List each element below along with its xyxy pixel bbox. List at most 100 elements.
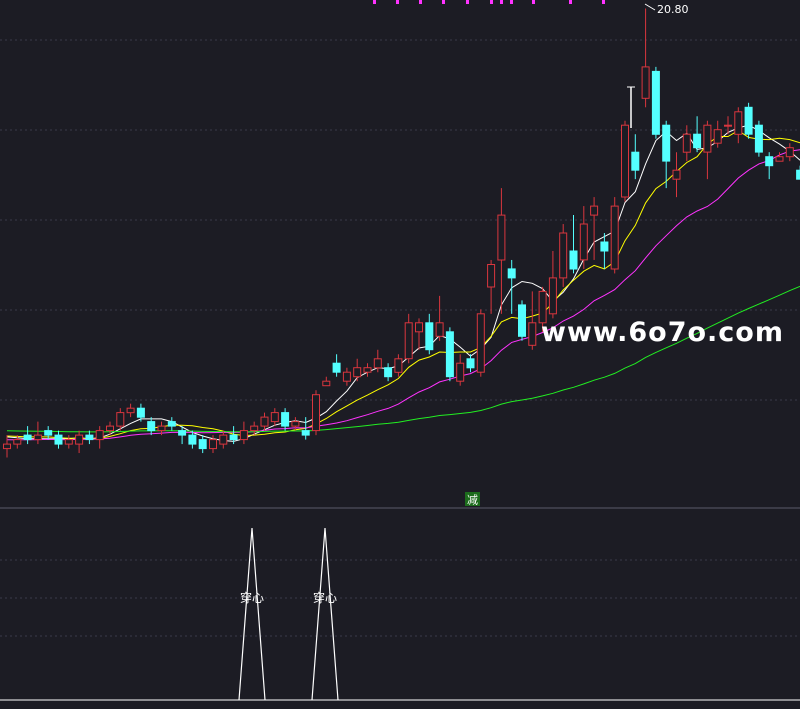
top-tick-mark <box>442 0 445 4</box>
candle <box>642 8 649 107</box>
candle-body <box>519 305 526 336</box>
watermark: www.6o7o.com <box>541 317 784 348</box>
ma20-line <box>7 150 800 440</box>
candle <box>76 431 83 453</box>
candle <box>714 121 721 148</box>
candle <box>395 354 402 376</box>
top-tick-mark <box>373 0 376 4</box>
candle-body <box>797 170 800 179</box>
top-tick-mark <box>510 0 513 4</box>
candle <box>632 134 639 179</box>
top-tick-mark <box>532 0 535 4</box>
candle <box>683 125 690 161</box>
signal-spike-line <box>239 528 265 700</box>
candle <box>323 377 330 386</box>
candle-body <box>45 431 52 436</box>
candle <box>477 309 484 376</box>
candle-body <box>416 323 423 332</box>
candle-body <box>168 422 175 427</box>
candle <box>168 417 175 430</box>
candle <box>426 314 433 354</box>
candle-body <box>86 435 93 440</box>
candle <box>96 426 103 448</box>
candle <box>55 431 62 449</box>
candle <box>199 435 206 453</box>
candle-body <box>508 269 515 278</box>
candle <box>24 426 31 444</box>
candle <box>333 354 340 376</box>
candle-body <box>467 359 474 368</box>
candle <box>755 121 762 157</box>
candle-body <box>385 368 392 377</box>
top-tick-marks <box>373 0 605 4</box>
candle-body <box>76 435 83 444</box>
candle-body <box>642 67 649 98</box>
signal-spike-label: 穿心 <box>240 590 264 605</box>
candle-body <box>405 323 412 359</box>
candle <box>292 417 299 430</box>
candle-body <box>14 440 21 445</box>
candle <box>549 251 556 318</box>
candle-body <box>776 157 783 162</box>
candle <box>86 431 93 444</box>
candle-body <box>251 426 258 431</box>
candle <box>673 152 680 197</box>
candle-body <box>477 314 484 372</box>
candle-body <box>735 112 742 135</box>
ma10-line <box>7 131 800 439</box>
signal-marker: 减 <box>465 492 480 507</box>
candle <box>271 408 278 426</box>
candle-body <box>107 426 114 431</box>
candle-body <box>148 422 155 431</box>
candle-body <box>622 125 629 197</box>
candle-body <box>24 435 31 440</box>
candle-body <box>457 363 464 381</box>
candle-body <box>436 323 443 337</box>
candle-body <box>580 224 587 260</box>
candle-body <box>694 134 701 148</box>
top-tick-mark <box>396 0 399 4</box>
candle-body <box>364 368 371 373</box>
candle-body <box>4 444 11 449</box>
candle <box>240 422 247 444</box>
candle <box>436 296 443 341</box>
candle-body <box>240 431 247 440</box>
candle <box>663 121 670 188</box>
signal-spike: 穿心 <box>312 528 338 700</box>
candle <box>4 435 11 457</box>
top-tick-mark <box>569 0 572 4</box>
candle <box>354 359 361 381</box>
candle-body <box>261 417 268 426</box>
candle <box>405 314 412 363</box>
candle-body <box>395 359 402 373</box>
candle <box>34 422 41 444</box>
ma60-line <box>7 286 800 432</box>
candle-body <box>313 395 320 431</box>
candle-body <box>446 332 453 377</box>
candle-body <box>663 125 670 161</box>
candle-body <box>745 107 752 134</box>
candle-body <box>488 265 495 288</box>
moving-average-lines <box>7 125 800 441</box>
candle <box>65 435 72 448</box>
candle <box>498 188 505 314</box>
candle-body <box>127 408 134 413</box>
candle <box>704 121 711 179</box>
candle <box>591 197 598 260</box>
candle-body <box>683 134 690 152</box>
candle-body <box>271 413 278 422</box>
candle-body <box>199 440 206 449</box>
candle-body <box>65 440 72 445</box>
candle-body <box>766 157 773 166</box>
candle-body <box>220 435 227 444</box>
indicator-panel: 穿心 穿心 <box>0 528 800 700</box>
candle <box>364 363 371 376</box>
top-tick-mark <box>500 0 503 4</box>
candle-body <box>426 323 433 350</box>
candle <box>622 121 629 202</box>
candle-body <box>189 435 196 444</box>
candle-body <box>354 368 361 377</box>
candle-body <box>230 435 237 440</box>
